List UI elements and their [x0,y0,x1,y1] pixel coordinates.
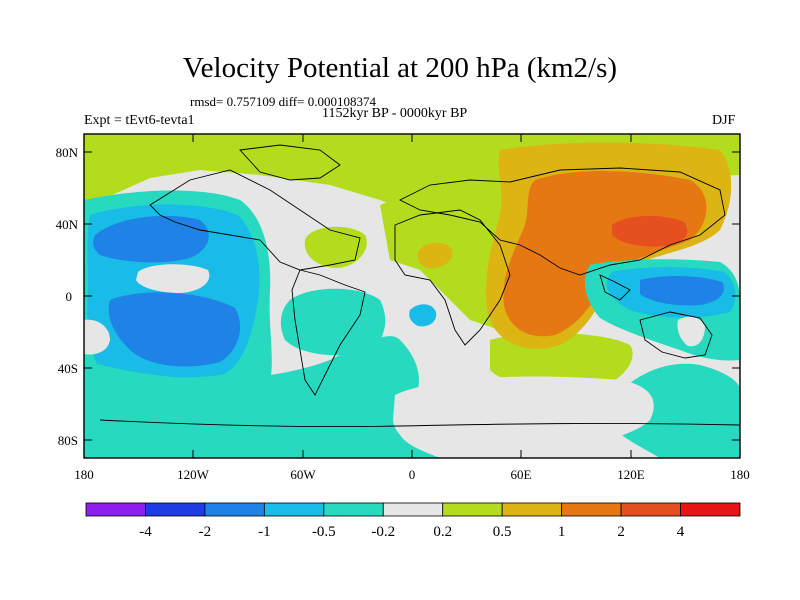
experiment-label: Expt = tEvt6-tevta1 [84,113,195,128]
colorbar-label: -4 [139,524,152,540]
colorbar-label: -2 [199,524,212,540]
y-tick-label: 40S [58,361,78,376]
colorbar-swatch [561,502,622,517]
colorbar-label: 0.2 [433,524,452,540]
contour-neg-0.5-1-atlantic [409,304,437,327]
colorbar-swatch [680,502,741,517]
colorbar-swatch [204,502,265,517]
contour-1-2 [503,171,707,337]
neutral-antarctic [393,376,654,455]
colorbar: -4 -2 -1 -0.5 -0.2 0.2 0.5 1 2 4 [85,502,741,540]
colorbar-label: 2 [617,524,625,540]
colorbar-label: -0.5 [312,524,336,540]
y-tick-label: 80S [58,433,78,448]
period-label: 1152kyr BP - 0000kyr BP [322,106,468,121]
neutral-australia-east [677,316,705,347]
colorbar-label: 1 [558,524,566,540]
contour-2-4 [612,215,688,247]
x-tick-label: 180 [74,467,94,482]
x-tick-label: 120W [177,467,210,482]
colorbar-swatch [501,502,563,517]
contour-neg-0.2-0.5-samerica [280,288,386,356]
y-tick-label: 40N [56,217,79,232]
colorbar-swatch [620,502,681,517]
neutral-west-edge [84,319,110,355]
x-tick-label: 120E [617,467,645,482]
colorbar-swatch [442,502,503,517]
x-tick-label: 60E [511,467,532,482]
stats-line: rmsd= 0.757109 diff= 0.000108374 [190,94,376,109]
contour-neg-1-2-south [108,292,241,367]
colorbar-swatch [382,502,444,517]
contour-0.5-1-small [417,242,453,269]
x-tick-label: 60W [290,467,316,482]
neutral-oval-pacific [136,264,210,293]
colorbar-label: 4 [677,524,685,540]
contour-field [84,134,740,458]
contour-neg-1-2-north [93,215,209,263]
y-tick-label: 0 [66,289,73,304]
colorbar-swatch [85,502,146,517]
positive-contour-atlantic [304,226,367,268]
colorbar-label: -1 [258,524,271,540]
contour-neg-1-2-maritime [640,276,724,306]
colorbar-swatch [323,502,384,517]
contour-neg-0.2-0.5-southern [84,336,440,458]
colorbar-swatch [263,502,325,517]
colorbar-label: -0.2 [371,524,395,540]
x-tick-label: 180 [730,467,750,482]
map-title: Velocity Potential at 200 hPa (km2/s) [182,52,618,84]
y-tick-label: 80N [56,145,79,160]
axis-ticks [84,134,740,458]
x-tick-label: 0 [409,467,416,482]
coastlines [99,144,740,428]
season-label: DJF [712,113,736,128]
colorbar-swatch [145,502,206,517]
colorbar-label: 0.5 [493,524,512,540]
